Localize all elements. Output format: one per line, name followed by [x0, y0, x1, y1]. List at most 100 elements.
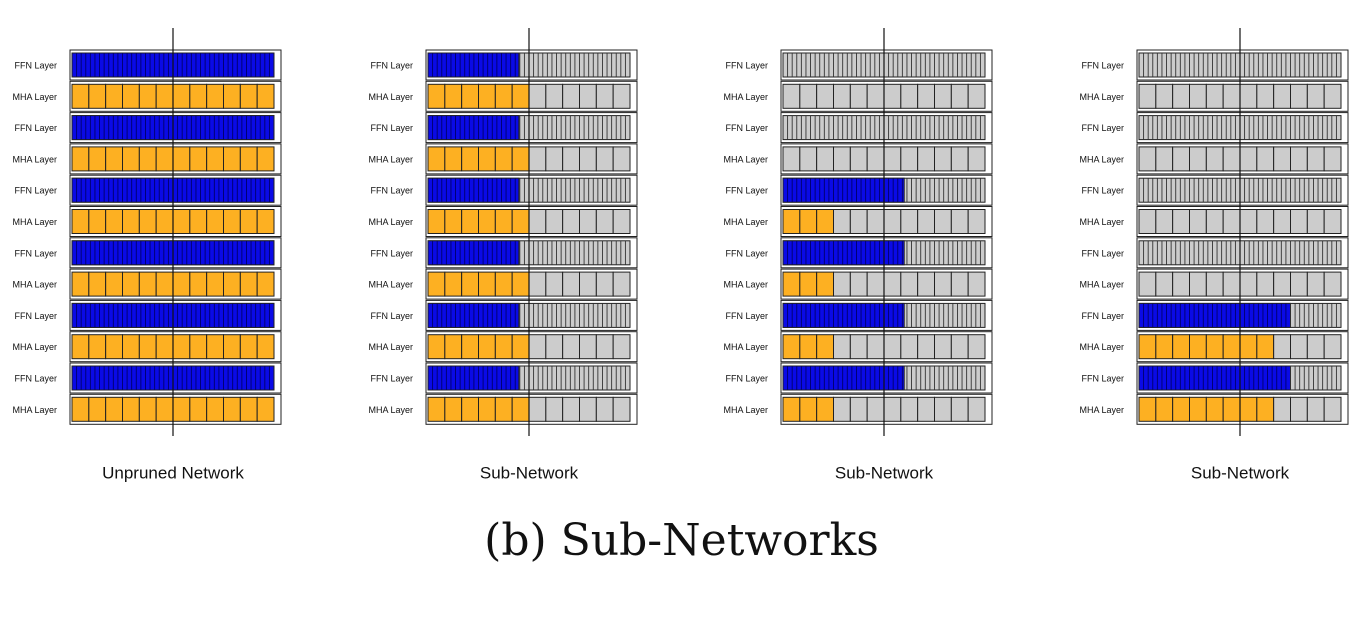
attention-head-active — [478, 83, 496, 109]
ffn-layer-row: FFN Layer — [725, 49, 993, 81]
attention-head-active — [172, 83, 191, 109]
attention-head-pruned — [1290, 396, 1308, 422]
layer-label: MHA Layer — [1079, 217, 1124, 227]
layer-label: FFN Layer — [14, 311, 57, 321]
attention-head-active — [189, 209, 208, 234]
attention-head-pruned — [1323, 83, 1342, 109]
attention-head-pruned — [1189, 83, 1207, 109]
attention-head-pruned — [1323, 146, 1342, 172]
attention-head-pruned — [545, 146, 564, 172]
ffn-active-segment — [427, 365, 520, 391]
attention-head-pruned — [900, 209, 919, 234]
attention-head-pruned — [1239, 209, 1258, 234]
attention-head-pruned — [849, 209, 868, 234]
mha-layer-row: MHA Layer — [723, 80, 993, 112]
attention-head-active — [444, 396, 463, 422]
panel-title: Sub-Network — [1191, 463, 1290, 482]
attention-head-pruned — [883, 396, 902, 422]
mha-layer-row: MHA Layer — [723, 268, 993, 300]
mha-layer-row: MHA Layer — [1079, 393, 1349, 425]
attention-head-active — [816, 396, 834, 422]
attention-head-active — [782, 334, 801, 360]
layer-label: FFN Layer — [370, 123, 413, 133]
attention-head-pruned — [528, 209, 547, 234]
attention-head-pruned — [967, 396, 986, 422]
attention-head-pruned — [562, 396, 581, 422]
attention-head-pruned — [1256, 146, 1275, 172]
attention-head-active — [799, 396, 818, 422]
panel-2: FFN Layer MHA Layer FFN Layer MHA Layer FFN … — [368, 28, 638, 482]
attention-head-active — [71, 146, 90, 172]
attention-head-pruned — [1239, 83, 1258, 109]
layer-label: FFN Layer — [370, 374, 413, 384]
ffn-active-segment — [427, 115, 520, 141]
layer-label: FFN Layer — [1081, 374, 1124, 384]
attention-head-active — [223, 271, 241, 297]
attention-head-active — [88, 334, 107, 360]
ffn-layer-row: FFN Layer — [725, 362, 993, 394]
attention-head-pruned — [833, 146, 851, 172]
mha-layer-row: MHA Layer — [723, 393, 993, 425]
attention-head-pruned — [849, 334, 868, 360]
attention-head-active — [122, 334, 140, 360]
attention-head-active — [782, 271, 801, 297]
attention-head-active — [206, 209, 225, 234]
attention-head-active — [461, 396, 479, 422]
attention-head-active — [88, 271, 107, 297]
attention-head-pruned — [1189, 271, 1207, 297]
layer-label: FFN Layer — [725, 123, 768, 133]
attention-head-active — [223, 334, 241, 360]
mha-layer-row: MHA Layer — [12, 206, 282, 237]
attention-head-pruned — [1290, 209, 1308, 234]
attention-head-active — [239, 396, 258, 422]
ffn-layer-row: FFN Layer — [725, 112, 993, 144]
layer-label: FFN Layer — [14, 374, 57, 384]
attention-head-active — [494, 209, 513, 234]
mha-layer-row: MHA Layer — [12, 268, 282, 300]
layer-label: FFN Layer — [1081, 311, 1124, 321]
attention-head-pruned — [1155, 146, 1174, 172]
attention-head-pruned — [595, 209, 614, 234]
attention-head-pruned — [883, 146, 902, 172]
attention-head-pruned — [934, 146, 952, 172]
attention-head-pruned — [934, 209, 952, 234]
attention-head-active — [494, 334, 513, 360]
attention-head-pruned — [595, 334, 614, 360]
attention-head-pruned — [612, 83, 631, 109]
layer-label: MHA Layer — [723, 405, 768, 415]
ffn-layer-row: FFN Layer — [370, 174, 638, 206]
layer-label: FFN Layer — [14, 123, 57, 133]
ffn-layer-row: FFN Layer — [14, 237, 282, 269]
ffn-layer-row: FFN Layer — [370, 49, 638, 81]
layer-label: FFN Layer — [725, 186, 768, 196]
attention-head-active — [427, 334, 446, 360]
attention-head-pruned — [612, 209, 631, 234]
attention-head-active — [444, 146, 463, 172]
layer-label: MHA Layer — [1079, 92, 1124, 102]
layer-label: FFN Layer — [14, 186, 57, 196]
attention-head-pruned — [866, 334, 885, 360]
attention-head-active — [105, 83, 123, 109]
layer-label: MHA Layer — [12, 342, 57, 352]
attention-head-active — [461, 271, 479, 297]
attention-head-pruned — [782, 146, 801, 172]
mha-layer-row: MHA Layer — [723, 331, 993, 363]
attention-head-active — [1222, 334, 1241, 360]
attention-head-active — [88, 83, 107, 109]
attention-head-pruned — [1323, 334, 1342, 360]
ffn-layer-row: FFN Layer — [1081, 174, 1349, 206]
attention-head-pruned — [950, 271, 969, 297]
layer-label: MHA Layer — [723, 92, 768, 102]
attention-head-pruned — [1189, 146, 1207, 172]
attention-head-active — [1189, 396, 1207, 422]
attention-head-active — [155, 396, 174, 422]
attention-head-active — [122, 271, 140, 297]
layer-label: FFN Layer — [14, 61, 57, 71]
attention-head-active — [1205, 334, 1224, 360]
attention-head-active — [1155, 334, 1174, 360]
attention-head-active — [256, 396, 275, 422]
attention-head-active — [1222, 396, 1241, 422]
attention-head-active — [155, 334, 174, 360]
attention-head-pruned — [967, 209, 986, 234]
panel-title: Unpruned Network — [102, 463, 244, 482]
